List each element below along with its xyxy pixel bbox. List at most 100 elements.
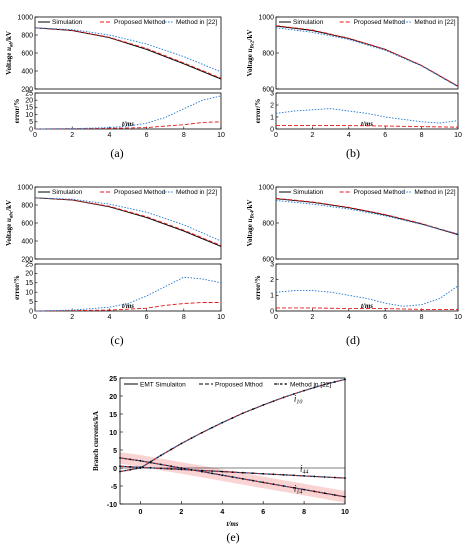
ytick-label: 200 <box>21 256 33 263</box>
subfigure-caption: (a) <box>110 146 123 160</box>
series-line-method-in-22- <box>34 27 222 73</box>
subfigure-caption: (d) <box>346 333 360 347</box>
marker-point <box>129 468 132 471</box>
xtick-label: 4 <box>347 314 351 321</box>
marker-point <box>303 389 305 392</box>
voltage-axes-frame <box>34 186 222 260</box>
xtick-label: 10 <box>217 314 225 321</box>
legend-entry: Proposed Method <box>354 19 406 26</box>
xlabel: t/ms <box>361 120 373 128</box>
series-line-simulation <box>275 198 459 236</box>
xtick-label: 10 <box>454 314 462 321</box>
ytick-label: 3 <box>270 261 274 268</box>
current-i14-method-in-22- <box>119 457 346 498</box>
ytick-label: 20 <box>25 98 33 105</box>
xtick-label: 4 <box>107 314 111 321</box>
subfigure-caption: (e) <box>226 530 239 544</box>
marker-point <box>241 412 244 415</box>
marker-point <box>272 400 275 403</box>
series-line-simulation <box>275 25 459 87</box>
marker-point <box>211 470 213 472</box>
legend-entry: Proposed Method <box>354 189 406 196</box>
ytick-label: 5 <box>29 119 33 126</box>
series-line-simulation <box>34 27 222 80</box>
ytick-label: 600 <box>21 50 33 57</box>
marker-point <box>211 426 213 429</box>
series-line-method-in-22- <box>34 197 222 242</box>
xtick-label: 8 <box>182 314 186 321</box>
legend-entry: Simulation <box>293 189 324 196</box>
marker-point <box>292 474 295 477</box>
marker-point <box>190 468 193 471</box>
curve-annotation: i14 <box>294 483 303 495</box>
legend-marker <box>275 383 277 385</box>
xtick-label: 0 <box>139 509 143 516</box>
marker-point <box>282 473 285 476</box>
subfigure-caption: (c) <box>110 333 123 347</box>
current-i44-proposed-mthod <box>119 465 346 479</box>
ytick-label: 800 <box>21 202 33 209</box>
ytick-label: 400 <box>21 68 33 75</box>
legend-entry: Proposed Method <box>114 19 166 26</box>
xlabel: t/ms <box>122 302 134 310</box>
marker-point <box>180 442 183 445</box>
voltage-axes-frame <box>275 186 459 260</box>
error-axes-frame <box>275 92 459 130</box>
marker-point <box>170 448 173 451</box>
marker-point <box>221 474 224 477</box>
xtick-label: 6 <box>383 132 387 139</box>
ytick-label: 0 <box>29 126 33 133</box>
xtick-label: 10 <box>217 132 225 139</box>
marker-point <box>119 470 121 473</box>
ytick-label: 15 <box>109 412 117 419</box>
error-ylabel: error/% <box>13 275 21 300</box>
xlabel: t/ms <box>226 520 238 528</box>
marker-point <box>252 408 254 411</box>
series-line-simulation <box>34 197 222 247</box>
ytick-label: 20 <box>109 394 117 401</box>
marker-point <box>262 481 265 484</box>
error-series-method-in-22- <box>275 285 459 307</box>
xtick-label: 4 <box>220 509 224 516</box>
marker-point <box>231 476 234 478</box>
xtick-label: 0 <box>274 314 278 321</box>
legend-entry: Simulation <box>293 19 324 26</box>
legend-entry: Proposed Mthod <box>215 382 263 389</box>
ytick-label: 2 <box>270 277 274 284</box>
voltage-ylabel: Voltage uBc4/kV <box>246 200 256 247</box>
ytick-label: 5 <box>29 299 33 306</box>
voltage-ylabel: Voltage uabc/kV <box>5 200 15 246</box>
marker-point <box>231 471 234 474</box>
xtick-label: 6 <box>145 132 149 139</box>
xtick-label: 8 <box>420 314 424 321</box>
curve-annotation: i44 <box>300 464 309 476</box>
marker-point <box>333 381 336 383</box>
series-line-method-in-22- <box>275 200 459 235</box>
marker-point <box>241 471 244 474</box>
marker-point <box>119 457 121 459</box>
series-line-proposed-method <box>275 197 459 235</box>
ytick-label: 1000 <box>258 14 274 21</box>
subplot-e: -10 -5 0 5 10 15 20 25 0 2 4 6 8 10 Branch currents/kA… <box>92 376 349 544</box>
marker-point <box>180 468 183 471</box>
voltage-ylabel: Voltage uab/kV <box>5 31 15 75</box>
legend-entry: Method in [22] <box>414 19 455 26</box>
xtick-label: 0 <box>33 132 37 139</box>
xtick-label: 6 <box>383 314 387 321</box>
ytick-label: 400 <box>21 238 33 245</box>
xtick-label: 6 <box>261 509 265 516</box>
ytick-label: 2 <box>270 102 274 109</box>
error-ylabel: error/% <box>254 275 262 300</box>
marker-point <box>262 472 265 475</box>
xtick-label: 10 <box>454 132 462 139</box>
error-axes-frame <box>34 263 222 312</box>
voltage-axes-frame <box>275 16 459 90</box>
voltage-axes-frame <box>34 16 222 90</box>
series-line-proposed-method <box>34 197 222 246</box>
marker-point <box>313 386 316 389</box>
error-axes-frame <box>275 263 459 312</box>
ytick-label: 600 <box>21 220 33 227</box>
ytick-label: 600 <box>262 256 274 263</box>
ytick-label: 600 <box>262 86 274 93</box>
